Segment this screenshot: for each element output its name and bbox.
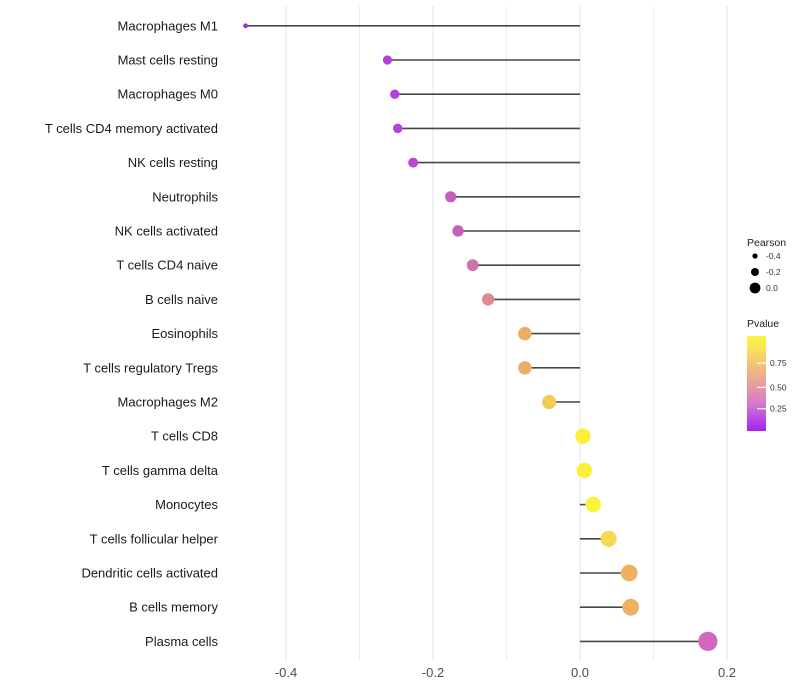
category-label: Monocytes (155, 497, 218, 512)
data-point-dot (518, 361, 532, 375)
category-label: B cells memory (129, 600, 218, 615)
size-legend-dot (751, 268, 759, 276)
data-point-dot (481, 293, 495, 306)
color-legend-title: Pvalue (747, 318, 779, 330)
data-point-dot (445, 191, 457, 203)
category-label: T cells CD4 memory activated (45, 121, 218, 136)
category-label: Macrophages M2 (118, 395, 218, 410)
data-point-dot (600, 530, 617, 547)
category-label: T cells CD4 naive (116, 258, 218, 273)
data-point-dot (452, 225, 464, 237)
size-legend-label: -0.4 (766, 251, 781, 261)
size-legend-dot (752, 253, 758, 259)
x-tick-label: 0.2 (718, 665, 736, 680)
category-label: T cells CD8 (151, 429, 218, 444)
category-label: NK cells resting (128, 155, 218, 170)
data-point-dot (518, 326, 532, 341)
pvalue-tick-label: 0.50 (770, 382, 787, 392)
data-point-dot (382, 55, 393, 65)
category-label: T cells gamma delta (102, 463, 219, 478)
category-label: B cells naive (145, 292, 218, 307)
data-point-dot (392, 123, 403, 134)
data-point-dot (576, 462, 593, 479)
category-label: Macrophages M0 (118, 87, 218, 102)
pvalue-tick-label: 0.25 (770, 404, 787, 414)
x-tick-label: -0.2 (422, 665, 444, 680)
category-label: Dendritic cells activated (81, 566, 218, 581)
category-label: Neutrophils (152, 189, 218, 204)
x-tick-label: 0.0 (571, 665, 589, 680)
data-point-dot (390, 89, 400, 99)
category-label: Eosinophils (152, 326, 219, 341)
size-legend-dot (749, 282, 761, 294)
size-legend-label: 0.0 (766, 283, 778, 293)
data-point-dot (620, 564, 638, 582)
pvalue-tick-label: 0.75 (770, 358, 787, 368)
category-label: T cells regulatory Tregs (83, 360, 218, 375)
x-tick-label: -0.4 (275, 665, 297, 680)
data-point-dot (466, 259, 479, 272)
data-point-dot (585, 496, 602, 513)
size-legend-label: -0.2 (766, 267, 781, 277)
category-label: NK cells activated (115, 224, 218, 239)
data-point-dot (243, 23, 248, 29)
category-label: Plasma cells (145, 634, 218, 649)
data-point-dot (408, 157, 419, 168)
category-label: Macrophages M1 (118, 18, 218, 33)
data-point-dot (698, 631, 718, 652)
data-point-dot (575, 428, 591, 444)
data-point-dot (542, 394, 557, 410)
pvalue-gradient-bar (747, 336, 766, 431)
category-label: T cells follicular helper (90, 531, 219, 546)
data-point-dot (622, 598, 640, 616)
size-legend-title: Pearson (747, 237, 786, 249)
category-label: Mast cells resting (118, 53, 218, 68)
